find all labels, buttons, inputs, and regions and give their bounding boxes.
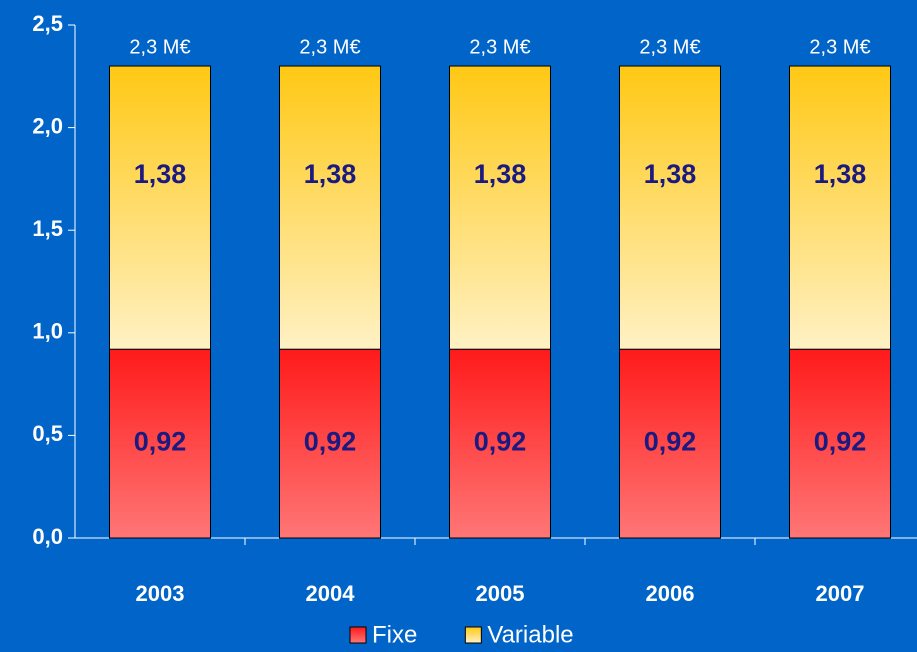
total-label: 2,3 M€	[639, 36, 700, 58]
bar-segment	[789, 65, 891, 350]
total-label: 2,3 M€	[809, 36, 870, 58]
value-label: 1,38	[474, 159, 527, 189]
bar-segment	[279, 348, 381, 539]
total-label: 2,3 M€	[469, 36, 530, 58]
total-label: 2,3 M€	[129, 36, 190, 58]
value-label: 0,92	[304, 427, 357, 457]
y-tick-label: 2,0	[32, 113, 63, 138]
legend-swatch	[349, 626, 367, 644]
y-tick-label: 1,5	[32, 216, 63, 241]
value-label: 0,92	[814, 427, 867, 457]
value-label: 0,92	[644, 427, 697, 457]
y-tick-label: 0,5	[32, 421, 63, 446]
legend-swatch	[464, 626, 482, 644]
value-label: 0,92	[134, 427, 187, 457]
total-label: 2,3 M€	[299, 36, 360, 58]
bar-segment	[279, 65, 381, 350]
x-tick-label: 2004	[306, 581, 356, 606]
bar-segment	[449, 65, 551, 350]
value-label: 1,38	[814, 159, 867, 189]
bar-segment	[789, 348, 891, 539]
bar-segment	[619, 65, 721, 350]
value-label: 1,38	[304, 159, 357, 189]
bar-segment	[109, 348, 211, 539]
bar-segment	[449, 348, 551, 539]
value-label: 1,38	[644, 159, 697, 189]
x-tick-label: 2005	[476, 581, 525, 606]
x-tick-label: 2007	[816, 581, 865, 606]
legend-label: Variable	[487, 621, 573, 648]
x-tick-label: 2003	[136, 581, 185, 606]
value-label: 0,92	[474, 427, 527, 457]
y-tick-label: 0,0	[32, 524, 63, 549]
x-tick-label: 2006	[646, 581, 695, 606]
y-tick-label: 2,5	[32, 11, 63, 36]
y-tick-label: 1,0	[32, 319, 63, 344]
legend-label: Fixe	[372, 621, 417, 648]
value-label: 1,38	[134, 159, 187, 189]
bar-segment	[109, 65, 211, 350]
bar-segment	[619, 348, 721, 539]
